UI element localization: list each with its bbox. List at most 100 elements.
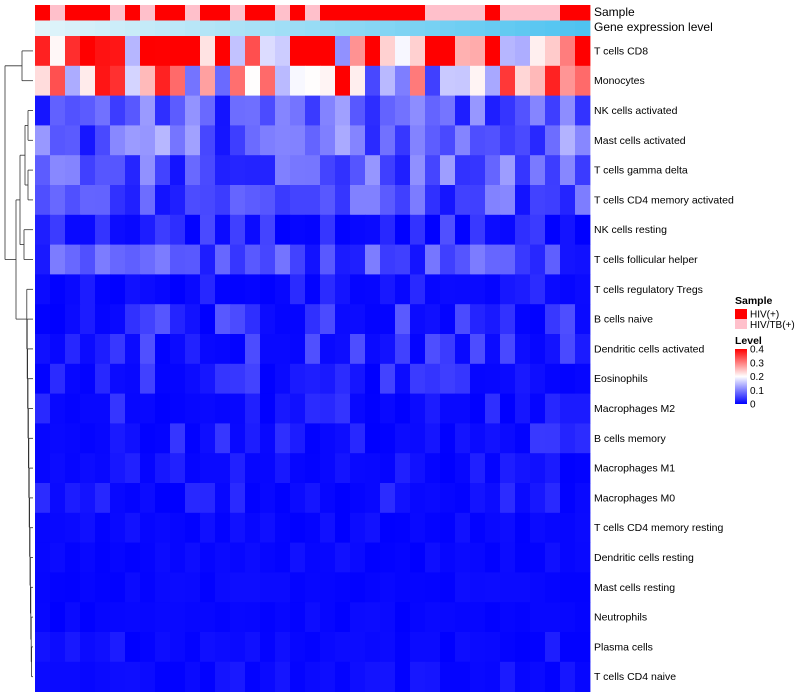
heatmap-cell bbox=[530, 214, 546, 245]
heatmap-cell bbox=[560, 632, 576, 663]
heatmap-cell bbox=[290, 274, 306, 305]
heatmap-cell bbox=[500, 36, 516, 67]
heatmap-cell bbox=[170, 36, 186, 67]
heatmap-cell bbox=[80, 65, 96, 96]
heatmap-cell bbox=[320, 334, 336, 365]
heatmap-cell bbox=[95, 483, 111, 514]
heatmap-cell bbox=[485, 393, 501, 424]
heatmap-cell bbox=[260, 36, 276, 67]
heatmap-cell bbox=[110, 363, 126, 394]
heatmap-cell bbox=[575, 155, 591, 186]
heatmap-cell bbox=[305, 542, 321, 573]
heatmap-cell bbox=[245, 274, 261, 305]
heatmap-cell bbox=[80, 572, 96, 603]
heatmap-cell bbox=[440, 423, 456, 454]
row-label: Neutrophils bbox=[594, 612, 647, 624]
heatmap-cell bbox=[140, 542, 156, 573]
heatmap-cell bbox=[350, 304, 366, 335]
heatmap-cell bbox=[215, 423, 231, 454]
row-label: T cells CD8 bbox=[594, 45, 648, 57]
heatmap-cell bbox=[485, 274, 501, 305]
heatmap-cell bbox=[65, 334, 81, 365]
heatmap-cell bbox=[110, 423, 126, 454]
heatmap-cell bbox=[440, 304, 456, 335]
heatmap-cell bbox=[155, 95, 171, 126]
heatmap-cell bbox=[515, 95, 531, 126]
heatmap-cell bbox=[155, 453, 171, 484]
heatmap-cell bbox=[545, 125, 561, 156]
heatmap-cell bbox=[290, 483, 306, 514]
gene-expression-annotation-cell bbox=[515, 20, 531, 36]
heatmap-cell bbox=[410, 304, 426, 335]
heatmap-cell bbox=[80, 632, 96, 663]
heatmap-cell bbox=[455, 65, 471, 96]
heatmap-cell bbox=[35, 185, 51, 216]
heatmap-cell bbox=[320, 244, 336, 275]
heatmap-cell bbox=[455, 214, 471, 245]
heatmap-cell bbox=[140, 363, 156, 394]
heatmap-cell bbox=[335, 453, 351, 484]
gene-expression-annotation-cell bbox=[110, 20, 126, 36]
heatmap-cell bbox=[170, 155, 186, 186]
heatmap-cell bbox=[500, 632, 516, 663]
heatmap-cell bbox=[185, 602, 201, 633]
heatmap-cell bbox=[200, 36, 216, 67]
heatmap-cell bbox=[155, 661, 171, 692]
heatmap-cell bbox=[275, 36, 291, 67]
heatmap-cell bbox=[575, 542, 591, 573]
heatmap-cell bbox=[305, 274, 321, 305]
heatmap-cell bbox=[260, 155, 276, 186]
heatmap-cell bbox=[65, 185, 81, 216]
heatmap-cell bbox=[230, 65, 246, 96]
gene-expression-annotation-label: Gene expression level bbox=[594, 20, 713, 34]
heatmap-cell bbox=[500, 512, 516, 543]
heatmap-cell bbox=[545, 304, 561, 335]
heatmap-cell bbox=[530, 274, 546, 305]
heatmap-cell bbox=[65, 244, 81, 275]
heatmap-cell bbox=[560, 214, 576, 245]
heatmap-cell bbox=[200, 125, 216, 156]
heatmap-cell bbox=[50, 36, 66, 67]
heatmap-cell bbox=[110, 483, 126, 514]
heatmap-cell bbox=[575, 36, 591, 67]
heatmap-cell bbox=[260, 632, 276, 663]
heatmap-cell bbox=[170, 334, 186, 365]
gene-expression-annotation-cell bbox=[455, 20, 471, 36]
heatmap-cell bbox=[515, 304, 531, 335]
heatmap-cell bbox=[530, 453, 546, 484]
heatmap-cell bbox=[335, 572, 351, 603]
heatmap-cell bbox=[470, 274, 486, 305]
heatmap-cell bbox=[470, 602, 486, 633]
heatmap-cell bbox=[545, 155, 561, 186]
heatmap-cell bbox=[500, 661, 516, 692]
heatmap-cell bbox=[500, 304, 516, 335]
heatmap-cell bbox=[95, 304, 111, 335]
heatmap-cell bbox=[560, 572, 576, 603]
heatmap-cell bbox=[50, 483, 66, 514]
heatmap-cell bbox=[140, 274, 156, 305]
heatmap-cell bbox=[425, 304, 441, 335]
legend-level-tick: 0 bbox=[750, 400, 756, 411]
heatmap-cell bbox=[50, 155, 66, 186]
heatmap-cell bbox=[470, 632, 486, 663]
heatmap-cell bbox=[365, 304, 381, 335]
heatmap-cell bbox=[425, 602, 441, 633]
heatmap-cell bbox=[365, 334, 381, 365]
heatmap-cell bbox=[185, 453, 201, 484]
heatmap-cell bbox=[440, 65, 456, 96]
heatmap-cell bbox=[65, 363, 81, 394]
heatmap-cell bbox=[530, 661, 546, 692]
heatmap-cell bbox=[260, 185, 276, 216]
heatmap-cell bbox=[395, 214, 411, 245]
heatmap-cell bbox=[215, 363, 231, 394]
heatmap-cell bbox=[260, 244, 276, 275]
heatmap-cell bbox=[515, 125, 531, 156]
sample-annotation-cell bbox=[305, 5, 321, 21]
heatmap-cell bbox=[545, 274, 561, 305]
heatmap-cell bbox=[545, 661, 561, 692]
heatmap-cell bbox=[125, 274, 141, 305]
heatmap-cell bbox=[425, 542, 441, 573]
row-label: Mast cells activated bbox=[594, 135, 686, 147]
heatmap-cell bbox=[125, 453, 141, 484]
